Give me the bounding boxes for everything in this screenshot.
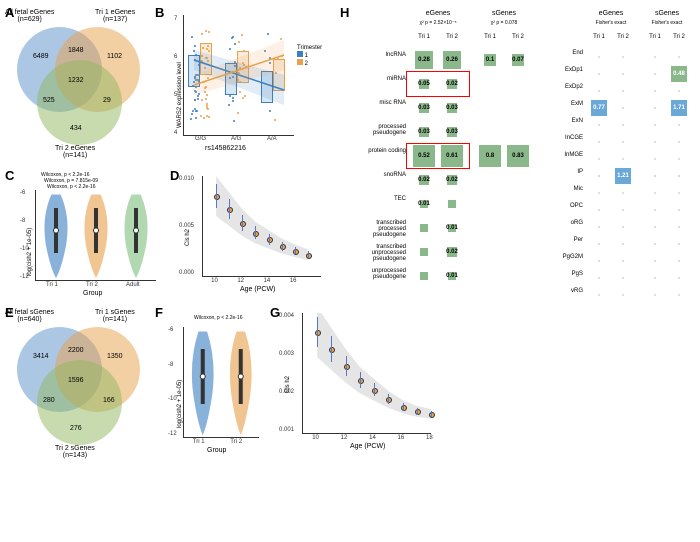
panel-h: H eGenessGenesχ² p = 2.52×10⁻⁵χ² p = 0.0… — [340, 5, 695, 295]
panel-b: B 4567 WARS2 expression level rs14586221… — [155, 5, 325, 160]
venn-a-label-t1: Tri 1 eGenes(n=137) — [95, 9, 135, 23]
venn-a-label-t2: Tri 2 eGenes(n=141) — [55, 145, 95, 159]
panel-c: C Tri 1Tri 2Adult-12-10-8-6Wilcoxon, p <… — [5, 168, 160, 298]
panel-b-label: B — [155, 5, 164, 20]
panel-g: G 10121416180.0010.0020.0030.004 Cis h2 … — [270, 305, 435, 460]
panel-d: D 101214160.0000.0050.010 Cis h2 Age (PC… — [170, 168, 325, 298]
b-ylabel: WARS2 expression level — [177, 18, 183, 128]
panel-a: A All fetal eGenes(n=629) Tri 1 eGenes(n… — [5, 5, 145, 160]
venn-a-label-all: All fetal eGenes(n=629) — [5, 9, 54, 23]
panel-e: E All fetal sGenes(n=640) Tri 1 sGenes(n… — [5, 305, 145, 460]
b-snp: rs145862216 — [205, 145, 246, 152]
b-legend: Trimester 1 2 — [297, 45, 322, 67]
panel-f: F Tri 1Tri 2-12-10-8-6Wilcoxon, p < 2.2e… — [155, 305, 265, 460]
